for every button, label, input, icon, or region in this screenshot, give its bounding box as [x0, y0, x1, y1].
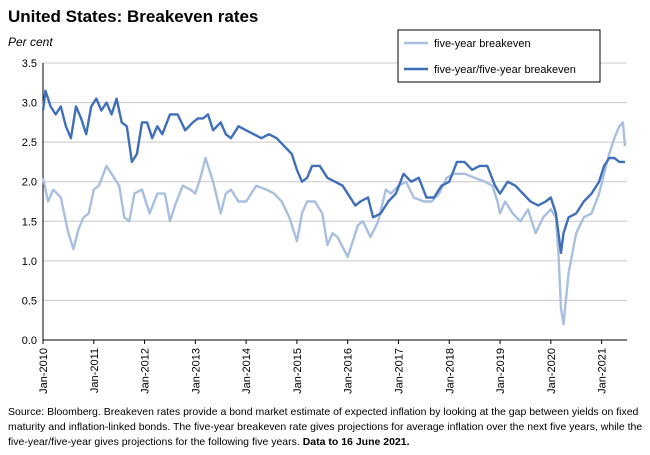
series-line-five-year-breakeven: [41, 121, 627, 326]
x-tick-label: Jan-2018: [444, 348, 456, 394]
gridlines: [42, 62, 627, 341]
source-note: Source: Bloomberg. Breakeven rates provi…: [8, 405, 648, 450]
chart-title: United States: Breakeven rates: [8, 7, 259, 26]
y-tick-label: 2.5: [22, 137, 37, 149]
legend-label: five-year breakeven: [434, 38, 531, 50]
x-tick-label: Jan-2017: [393, 348, 405, 394]
y-tick-label: 1.5: [22, 216, 37, 228]
x-axis-ticks: Jan-2010 Jan-2011 Jan-2012 Jan-2013 Jan-2014…: [38, 340, 609, 394]
x-tick-label: Jan-2011: [89, 348, 101, 393]
legend-label: five-year/five-year breakeven: [434, 64, 576, 76]
y-tick-label: 3.0: [22, 98, 37, 110]
legend: five-year breakeven five-year/five-year b…: [397, 29, 601, 83]
series-line-five-year-five-year-breakeven: [41, 89, 625, 255]
x-tick-label: Jan-2015: [292, 348, 304, 394]
x-tick-label: Jan-2020: [546, 348, 558, 394]
x-tick-label: Jan-2014: [241, 348, 253, 394]
y-tick-label: 3.5: [22, 58, 37, 70]
y-tick-label: 1.0: [22, 256, 37, 268]
y-unit-label: Per cent: [8, 35, 53, 49]
data-date-note: Data to 16 June 2021.: [302, 436, 410, 448]
legend-box: [397, 29, 601, 83]
x-tick-label: Jan-2021: [597, 348, 609, 394]
series-lines: [41, 89, 627, 326]
x-tick-label: Jan-2016: [343, 348, 355, 394]
source-text: Source: Bloomberg. Breakeven rates provi…: [8, 406, 643, 448]
x-tick-label: Jan-2010: [38, 348, 50, 394]
x-tick-label: Jan-2019: [495, 348, 507, 394]
x-tick-label: Jan-2012: [140, 348, 152, 394]
y-tick-label: 0.5: [22, 295, 37, 307]
y-axis-ticks: 0.0 0.5 1.0 1.5 2.0 2.5 3.0 3.5: [22, 58, 37, 347]
y-tick-label: 2.0: [22, 177, 37, 189]
y-tick-label: 0.0: [22, 335, 37, 347]
x-tick-label: Jan-2013: [190, 348, 202, 394]
